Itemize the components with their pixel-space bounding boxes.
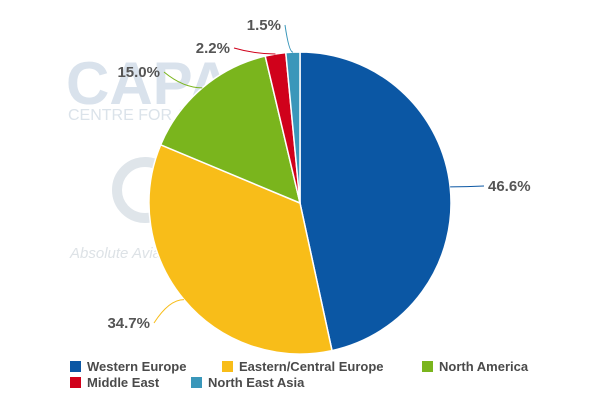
legend-swatch-north-america — [422, 361, 433, 372]
data-label-eastern-central-europe: 34.7% — [107, 315, 150, 332]
legend-label-western-europe: Western Europe — [87, 359, 186, 374]
legend-item-middle-east: Middle East — [70, 375, 160, 390]
slice-labels: 46.6% 34.7% 15.0% 2.2% 1.5% — [107, 17, 530, 332]
connector-middle-east — [233, 47, 276, 55]
legend-label-middle-east: Middle East — [87, 375, 160, 390]
legend-label-north-east-asia: North East Asia — [208, 375, 305, 390]
legend-swatch-north-east-asia — [191, 377, 202, 388]
legend-item-western-europe: Western Europe — [70, 359, 186, 374]
legend-label-eastern-central-europe: Eastern/Central Europe — [239, 359, 384, 374]
data-label-middle-east: 2.2% — [196, 40, 230, 57]
pie-slices — [148, 51, 452, 355]
slice-north-east-asia — [284, 51, 301, 204]
connector-eastern-central-europe — [153, 299, 184, 324]
legend: Western Europe Eastern/Central Europe Nort… — [70, 359, 529, 390]
slice-western-europe — [299, 51, 452, 352]
connector-western-europe — [450, 185, 485, 188]
legend-swatch-middle-east — [70, 377, 81, 388]
legend-swatch-western-europe — [70, 361, 81, 372]
legend-item-north-east-asia: North East Asia — [191, 375, 305, 390]
slice-eastern-central-europe — [148, 143, 333, 355]
data-label-north-east-asia: 1.5% — [247, 17, 281, 34]
connector-north-america — [163, 71, 203, 89]
legend-item-north-america: North America — [422, 359, 529, 374]
legend-label-north-america: North America — [439, 359, 529, 374]
legend-item-eastern-central-europe: Eastern/Central Europe — [222, 359, 384, 374]
connector-north-east-asia — [284, 24, 294, 53]
data-label-western-europe: 46.6% — [488, 178, 531, 195]
data-label-north-america: 15.0% — [117, 64, 160, 81]
legend-swatch-eastern-central-europe — [222, 361, 233, 372]
